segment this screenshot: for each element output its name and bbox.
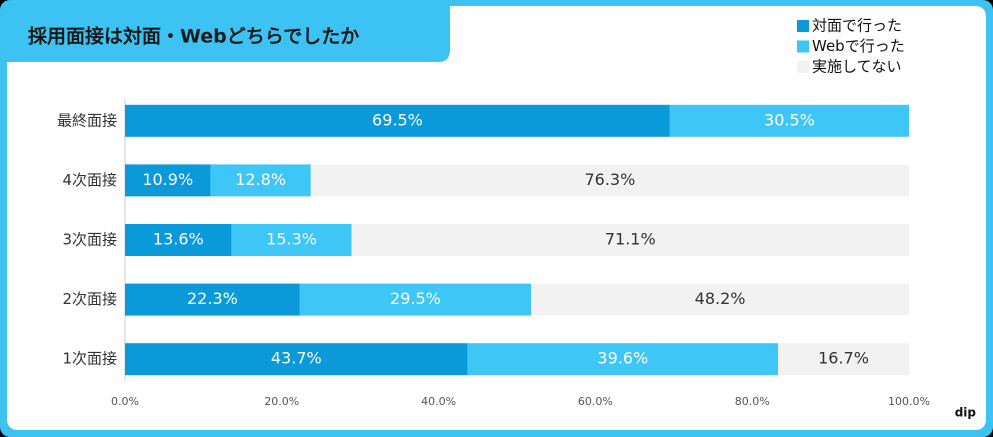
bar-segment [778,343,909,376]
bar-segment [210,164,311,197]
legend-label: 実施してない [812,58,902,76]
data-label: 69.5% [372,110,423,129]
data-label: 10.9% [142,170,193,189]
data-label: 15.3% [266,230,317,249]
x-tick-label: 60.0% [578,395,613,408]
legend-swatch [797,40,809,53]
bar-segment [125,343,468,376]
data-label: 30.5% [764,110,815,129]
bar-segment [467,343,779,376]
data-label: 22.3% [187,289,238,308]
legend-swatch [797,61,809,73]
bar-segment [299,283,532,316]
bar-segment [669,104,909,137]
bar-segment [531,283,909,316]
bar-segment [310,164,910,197]
y-tick-label: 1次面接 [62,350,117,368]
bar-segment [125,283,300,316]
bar-segment [125,104,670,137]
x-tick-label: 100.0% [888,395,930,408]
data-label: 29.5% [390,289,441,308]
bar-segment [125,224,232,256]
x-tick-label: 40.0% [421,395,456,408]
legend-label: 対面で行った [812,17,902,35]
data-label: 43.7% [271,349,322,368]
data-label: 39.6% [597,349,648,368]
data-label: 16.7% [818,349,869,368]
title-tab [7,6,450,62]
bar-segment [231,224,352,256]
y-tick-label: 2次面接 [62,290,117,308]
data-label: 76.3% [584,170,635,189]
chart-title: 採用面接は対面・Webどちらでしたか [28,25,359,48]
bar-segment [125,164,211,197]
x-tick-label: 0.0% [111,395,139,408]
x-tick-label: 20.0% [264,395,299,408]
legend-swatch [797,20,809,32]
data-label: 71.1% [605,230,656,249]
legend-label: Webで行った [812,37,905,55]
data-label: 48.2% [695,289,746,308]
y-tick-label: 最終面接 [57,111,117,129]
data-label: 12.8% [235,170,286,189]
logo: dip [955,406,977,420]
data-label: 13.6% [153,230,204,249]
x-tick-label: 80.0% [735,395,770,408]
y-tick-label: 3次面接 [62,231,117,249]
bar-segment [351,224,909,256]
y-tick-label: 4次面接 [62,171,117,189]
